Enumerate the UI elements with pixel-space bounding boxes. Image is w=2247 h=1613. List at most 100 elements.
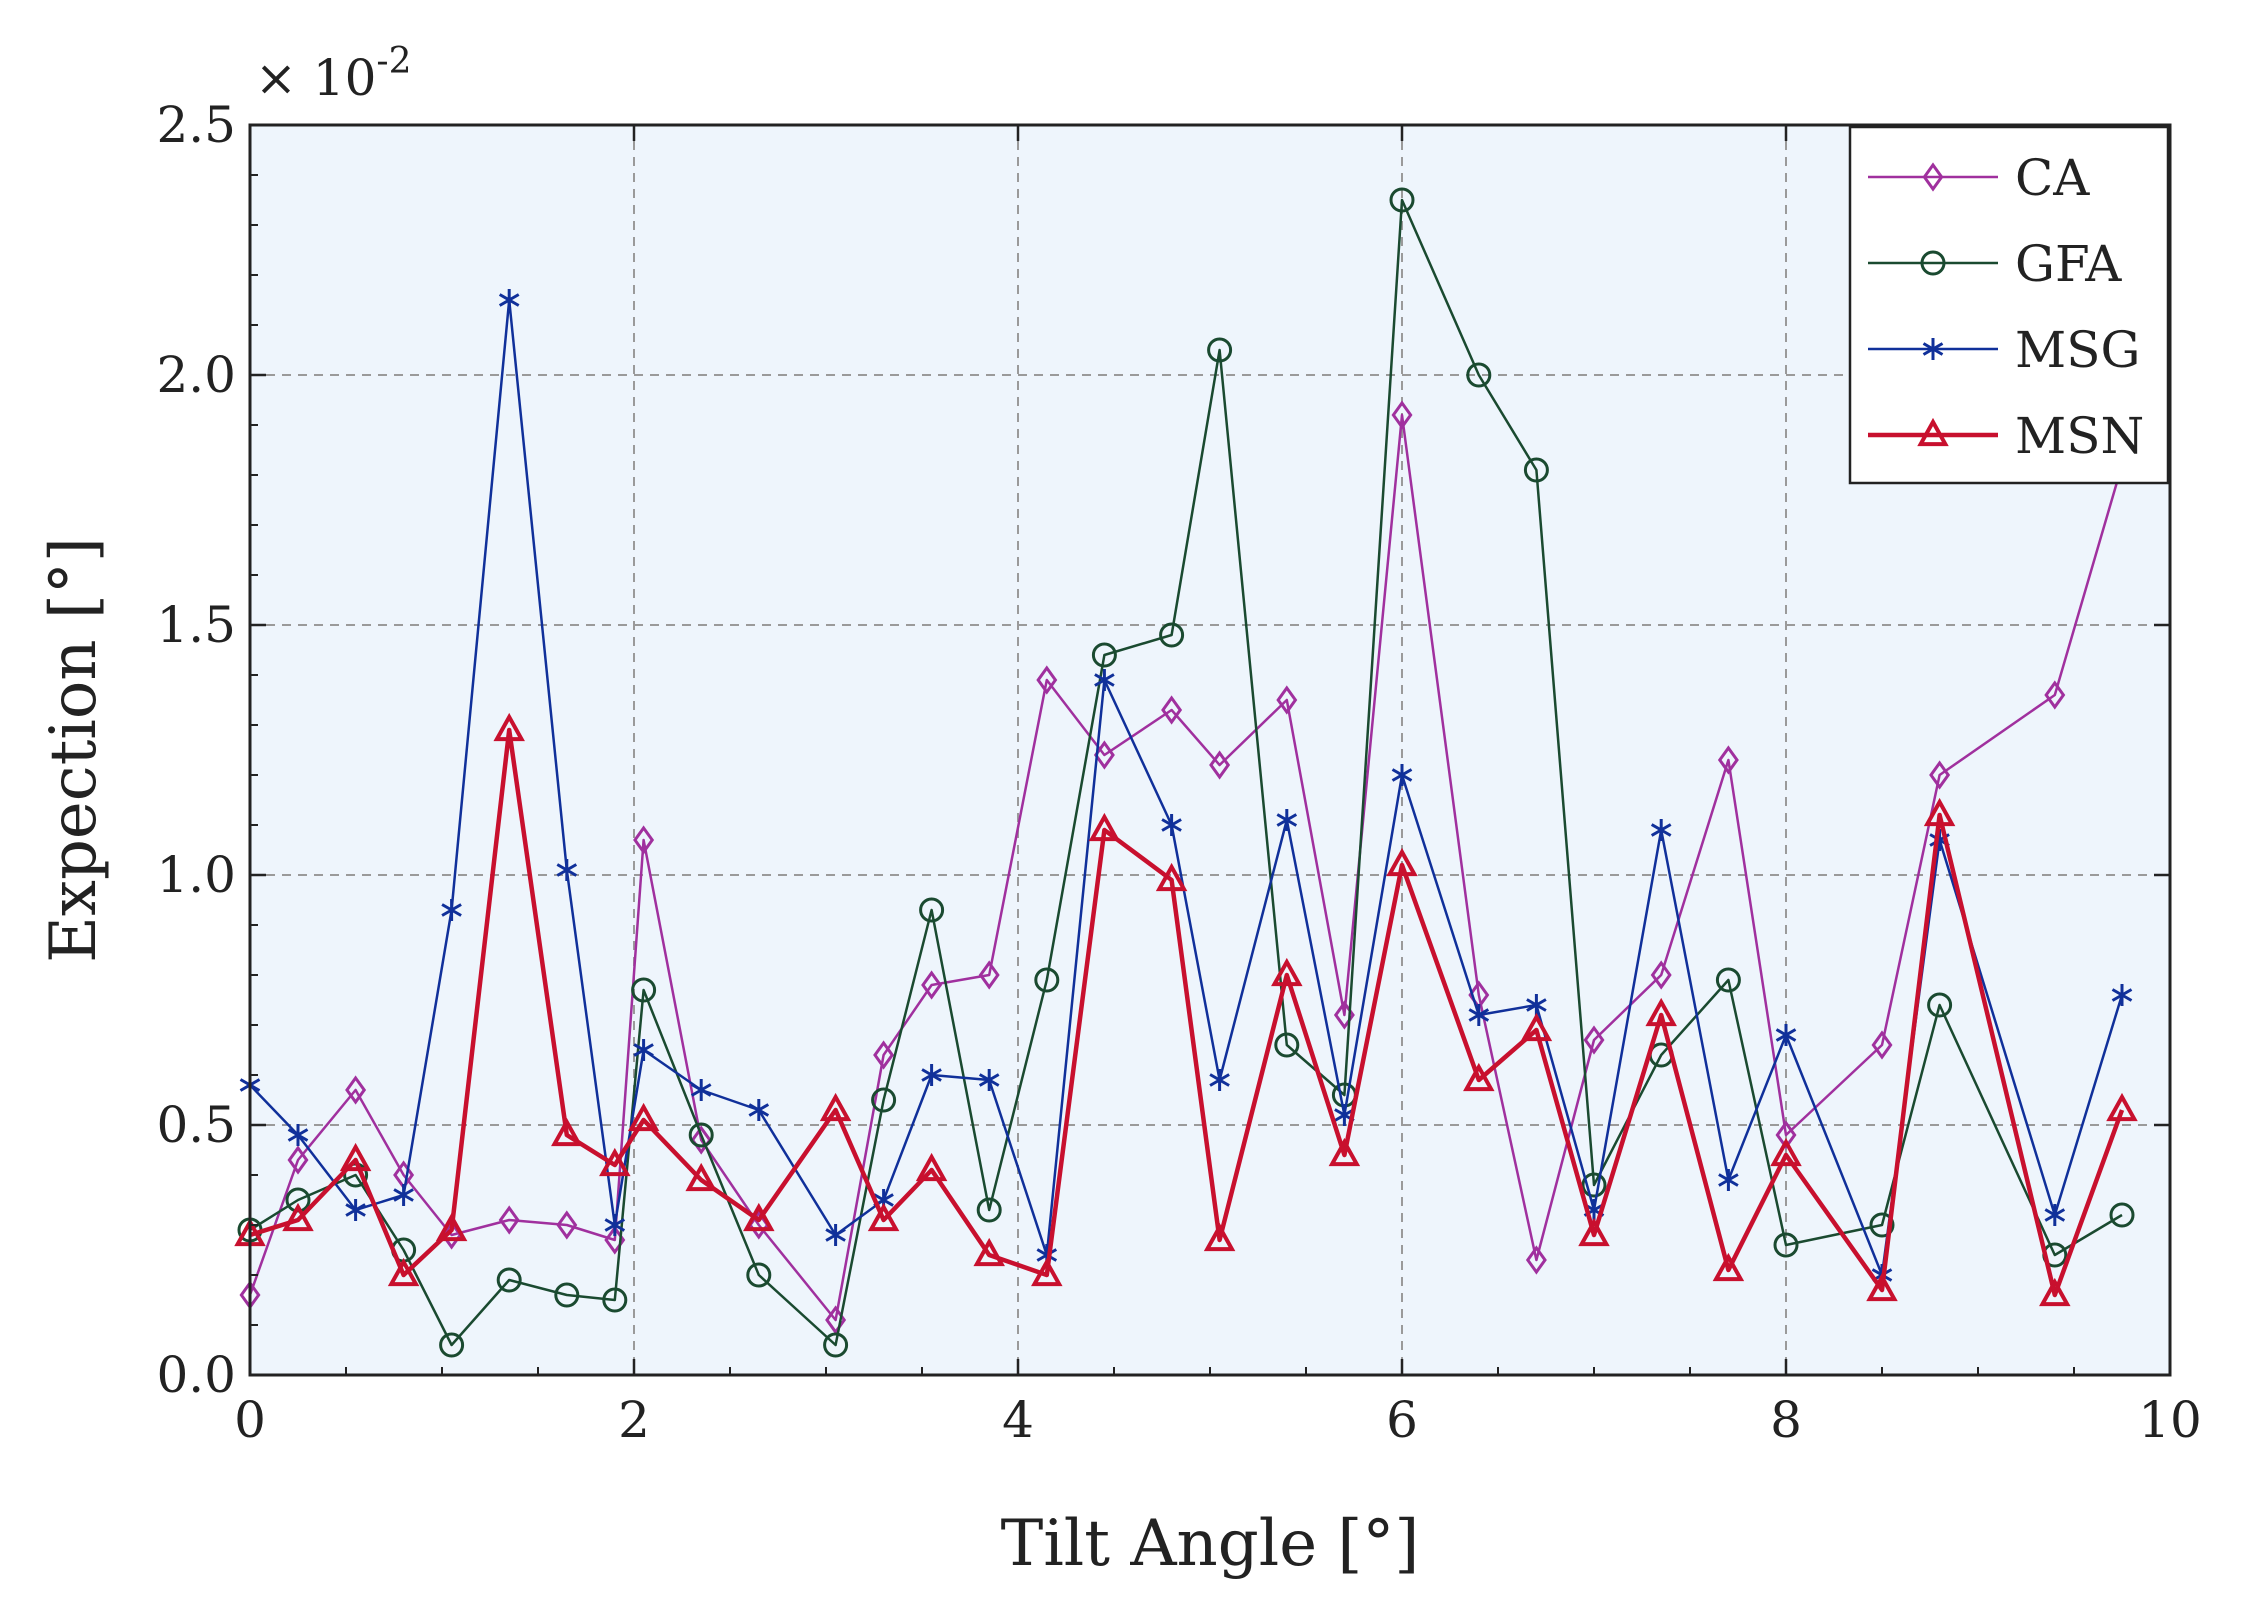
y-tick-label: 2.5 bbox=[156, 96, 236, 154]
data-point-gfa bbox=[1927, 992, 1953, 1018]
data-point-msn bbox=[2039, 1277, 2071, 1307]
x-tick-label: 2 bbox=[618, 1391, 650, 1449]
data-point-gfa bbox=[1159, 622, 1185, 648]
series-msg bbox=[239, 289, 2133, 1286]
data-point-gfa bbox=[1466, 362, 1492, 388]
legend-marker-msg bbox=[1922, 338, 1944, 360]
y-tick-label: 1.0 bbox=[156, 846, 236, 904]
data-point-gfa bbox=[688, 1122, 714, 1148]
data-point-msg bbox=[1775, 1024, 1797, 1046]
data-point-msn bbox=[599, 1147, 631, 1177]
grid-lines bbox=[250, 125, 2170, 1375]
data-point-msg bbox=[1526, 994, 1547, 1016]
data-point-gfa bbox=[1207, 337, 1233, 363]
data-point-msn bbox=[1328, 1137, 1361, 1167]
data-point-gfa bbox=[1869, 1212, 1895, 1238]
legend-item-msn: MSN bbox=[1868, 407, 2144, 465]
data-point-msg bbox=[1391, 764, 1413, 786]
data-point-gfa bbox=[602, 1287, 628, 1313]
series-line-msn bbox=[249, 727, 2125, 1298]
data-point-msg bbox=[604, 1214, 626, 1236]
multiplier-base: × 10 bbox=[255, 49, 376, 107]
data-point-gfa bbox=[976, 1197, 1002, 1223]
data-point-ca bbox=[1775, 1120, 1797, 1150]
data-point-msg bbox=[1276, 809, 1298, 831]
data-point-gfa bbox=[1274, 1032, 1300, 1058]
legend-label-msg: MSG bbox=[2015, 321, 2140, 379]
data-point-ca bbox=[1650, 960, 1672, 990]
data-point-msn bbox=[915, 1152, 948, 1182]
data-point-msn bbox=[973, 1237, 1005, 1267]
data-point-gfa bbox=[631, 977, 657, 1003]
data-point-ca bbox=[1036, 665, 1058, 695]
data-point-msg bbox=[345, 1199, 366, 1221]
data-point-msg bbox=[1161, 814, 1182, 836]
legend-item-ca: CA bbox=[1868, 149, 2090, 207]
data-point-msg bbox=[2044, 1204, 2066, 1226]
data-point-msn bbox=[1271, 957, 1303, 987]
data-point-ca bbox=[978, 960, 1000, 990]
y-axis-label: Expection [°] bbox=[37, 537, 111, 963]
data-point-msg bbox=[441, 899, 462, 921]
data-point-msg bbox=[393, 1184, 414, 1206]
data-point-ca bbox=[690, 1125, 712, 1155]
series-msn bbox=[234, 712, 2138, 1307]
data-point-ca bbox=[633, 825, 655, 855]
legend-box bbox=[1848, 125, 2170, 485]
data-point-ca bbox=[345, 1075, 367, 1105]
data-point-msn bbox=[627, 1102, 660, 1132]
data-point-msg bbox=[498, 289, 520, 311]
y-tick-label: 1.5 bbox=[156, 596, 236, 654]
data-point-msg bbox=[556, 859, 578, 881]
x-axis-label: Tilt Angle [°] bbox=[1001, 1507, 1420, 1581]
legend-marker-msn bbox=[1917, 417, 1949, 447]
series-gfa bbox=[237, 187, 2135, 1358]
data-point-msg bbox=[1094, 669, 1115, 691]
data-point-msn bbox=[2106, 1092, 2138, 1122]
axis-ticks: 0 2 4 6 8 10 0.0 0.5 1.0 1.5 2.0 2.5 bbox=[156, 96, 2201, 1449]
data-point-msg bbox=[825, 1224, 846, 1246]
data-point-gfa bbox=[2109, 1202, 2135, 1228]
data-point-gfa bbox=[439, 1332, 465, 1358]
data-point-msg bbox=[2111, 984, 2133, 1006]
data-point-ca bbox=[498, 1205, 520, 1235]
data-point-gfa bbox=[554, 1282, 580, 1308]
data-point-gfa bbox=[746, 1262, 772, 1288]
data-point-ca bbox=[873, 1040, 895, 1070]
data-point-msg bbox=[1718, 1169, 1739, 1191]
y-tick-label: 0.5 bbox=[156, 1096, 236, 1154]
data-point-msn bbox=[1770, 1137, 1802, 1167]
data-point-msn bbox=[493, 712, 525, 742]
data-point-msg bbox=[748, 1099, 770, 1121]
x-tick-label: 6 bbox=[1386, 1391, 1418, 1449]
data-point-ca bbox=[921, 970, 943, 1000]
data-point-gfa bbox=[1773, 1232, 1799, 1258]
data-point-msg bbox=[690, 1079, 712, 1101]
data-point-msn bbox=[1712, 1252, 1745, 1282]
data-point-gfa bbox=[1389, 187, 1415, 213]
data-point-msg bbox=[1650, 819, 1672, 841]
legend-item-gfa: GFA bbox=[1868, 235, 2122, 293]
data-point-msn bbox=[1088, 812, 1121, 842]
data-point-msg bbox=[633, 1039, 654, 1061]
data-point-msg bbox=[1209, 1069, 1230, 1091]
data-point-msn bbox=[1645, 997, 1677, 1027]
data-point-ca bbox=[1209, 750, 1231, 780]
data-point-gfa bbox=[823, 1332, 849, 1358]
data-point-msn bbox=[743, 1202, 775, 1232]
data-point-ca bbox=[1583, 1025, 1605, 1055]
data-point-gfa bbox=[1715, 967, 1741, 993]
data-point-msn bbox=[387, 1257, 420, 1287]
data-point-msn bbox=[1578, 1217, 1610, 1247]
legend-marker-gfa bbox=[1920, 250, 1946, 276]
legend-label-msn: MSN bbox=[2015, 407, 2144, 465]
data-point-msg bbox=[1468, 1004, 1490, 1026]
x-tick-label: 10 bbox=[2138, 1391, 2202, 1449]
data-point-msg bbox=[287, 1124, 309, 1146]
data-point-msn bbox=[1203, 1222, 1236, 1252]
data-point-gfa bbox=[1034, 967, 1060, 993]
legend-marker-ca bbox=[1922, 162, 1944, 192]
data-point-gfa bbox=[1091, 642, 1117, 668]
data-point-ca bbox=[1093, 740, 1115, 770]
